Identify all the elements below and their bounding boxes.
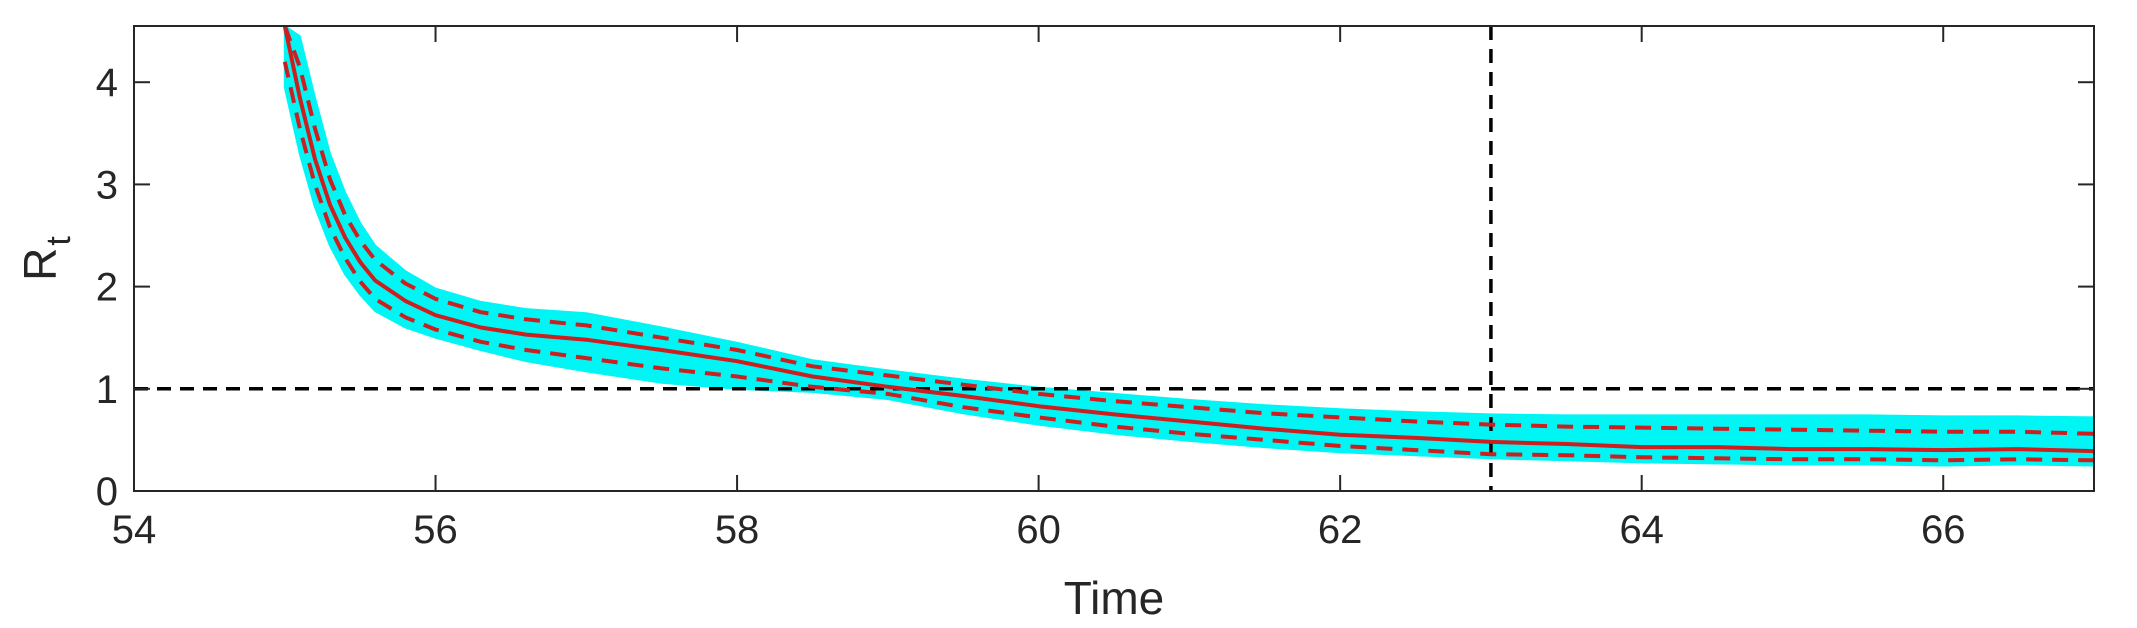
x-tick-label: 54 <box>112 508 157 552</box>
series-median-line <box>282 26 2094 454</box>
y-axis-label-subscript: t <box>40 236 78 246</box>
x-tick-label: 58 <box>715 508 760 552</box>
y-tick-label: 3 <box>96 163 118 207</box>
y-tick-label: 4 <box>96 61 118 105</box>
series-bound-line-2 <box>282 61 2094 463</box>
x-tick-label: 66 <box>1921 508 1966 552</box>
y-tick-label: 2 <box>96 266 118 310</box>
ensemble-band <box>283 26 2094 467</box>
x-tick-label: 62 <box>1318 508 1363 552</box>
x-tick-label: 64 <box>1619 508 1664 552</box>
y-tick-label: 0 <box>96 470 118 514</box>
x-tick-label: 60 <box>1016 508 1061 552</box>
x-tick-label: 56 <box>413 508 458 552</box>
y-axis-label-main: R <box>14 248 66 281</box>
y-axis-label: Rt <box>14 236 78 281</box>
x-axis-label: Time <box>1064 572 1165 624</box>
axes-box <box>133 25 2095 492</box>
y-tick-label: 1 <box>96 368 118 412</box>
